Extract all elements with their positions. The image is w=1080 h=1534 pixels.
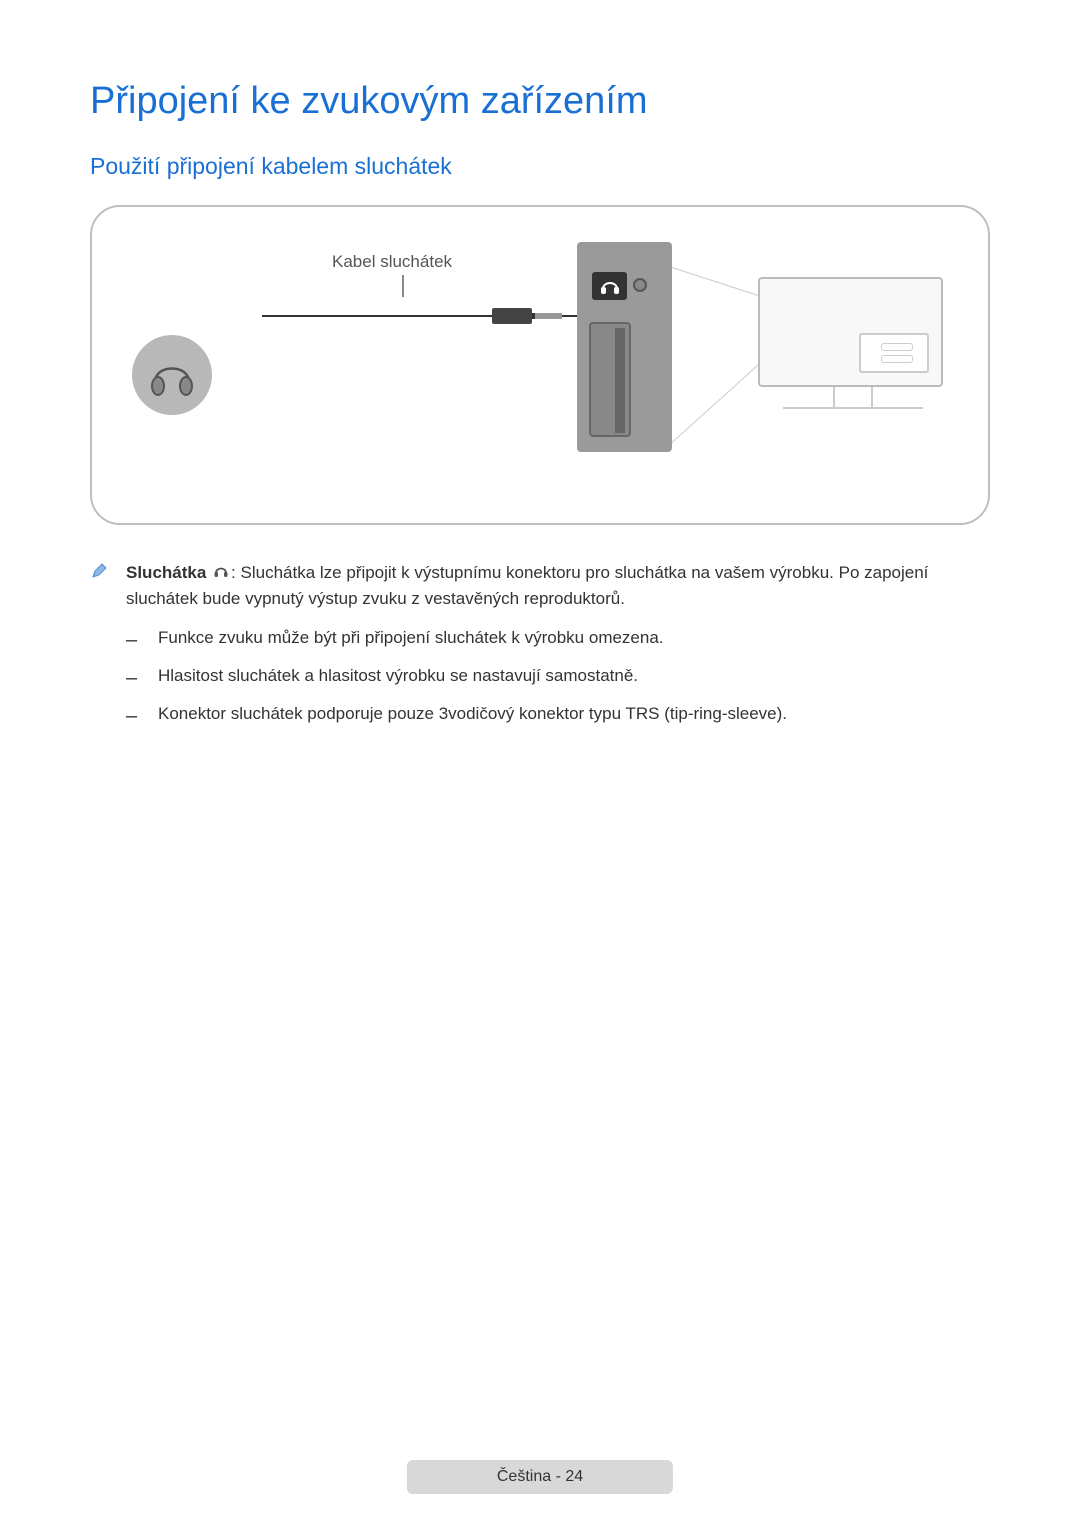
device-back-panel (577, 242, 672, 452)
page-footer: Čeština - 24 (407, 1460, 673, 1494)
common-interface-slot (589, 322, 631, 437)
monitor-illustration (758, 277, 948, 427)
connection-diagram: Kabel sluchátek (90, 205, 990, 525)
list-item: Funkce zvuku může být při připojení sluc… (126, 624, 990, 656)
note-text: Sluchátka : Sluchátka lze připojit k výs… (126, 560, 990, 738)
pencil-icon (90, 562, 108, 738)
note-sub-list: Funkce zvuku může být při připojení sluc… (126, 624, 990, 732)
headphone-jack-icon (592, 272, 627, 300)
audio-plug (492, 307, 562, 325)
cable-label: Kabel sluchátek (332, 252, 452, 272)
headphones-inline-icon (213, 561, 229, 587)
section-subtitle: Použití připojení kabelem sluchátek (90, 153, 990, 180)
list-item: Konektor sluchátek podporuje pouze 3vodi… (126, 700, 990, 732)
jack-port (633, 278, 647, 292)
headphones-icon (145, 348, 199, 402)
note-block: Sluchátka : Sluchátka lze připojit k výs… (90, 560, 990, 738)
note-strong-label: Sluchátka (126, 563, 206, 582)
list-item: Hlasitost sluchátek a hlasitost výrobku … (126, 662, 990, 694)
page-title: Připojení ke zvukovým zařízením (90, 80, 990, 123)
headphones-icon-circle (132, 335, 212, 415)
note-body: : Sluchátka lze připojit k výstupnímu ko… (126, 563, 928, 608)
cable-label-tick (402, 275, 404, 297)
